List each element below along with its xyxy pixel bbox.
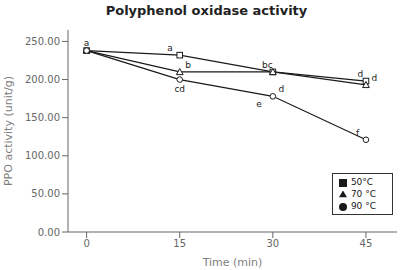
svg-text:150.00: 150.00: [25, 112, 60, 123]
svg-text:200.00: 200.00: [25, 74, 60, 85]
svg-text:0: 0: [83, 238, 89, 249]
svg-text:d: d: [358, 69, 364, 79]
svg-text:bc: bc: [262, 60, 273, 70]
svg-text:a: a: [167, 43, 173, 53]
svg-text:Time (min): Time (min): [202, 256, 263, 269]
svg-text:15: 15: [173, 238, 186, 249]
svg-text:f: f: [356, 128, 360, 138]
html-text:Polyphenol oxidase activity: Polyphenol oxidase activity: [105, 3, 308, 18]
svg-text:b: b: [185, 60, 191, 70]
svg-text:30: 30: [266, 238, 279, 249]
html-text:70 °C: 70 °C: [350, 189, 376, 199]
svg-text:50.00: 50.00: [31, 188, 60, 199]
svg-text:a: a: [83, 38, 90, 49]
svg-text:PPO activity (unit/g): PPO activity (unit/g): [8, 76, 15, 186]
svg-text:cd: cd: [174, 84, 185, 94]
svg-text:0.00: 0.00: [38, 227, 60, 238]
html-text:50°C: 50°C: [350, 177, 374, 187]
svg-text:100.00: 100.00: [25, 150, 60, 161]
svg-text:e: e: [256, 99, 262, 109]
svg-text:45: 45: [360, 238, 373, 249]
svg-text:d: d: [278, 84, 284, 94]
svg-text:d: d: [372, 73, 378, 83]
html-text:90 °C: 90 °C: [350, 201, 376, 211]
svg-text:250.00: 250.00: [25, 36, 60, 47]
